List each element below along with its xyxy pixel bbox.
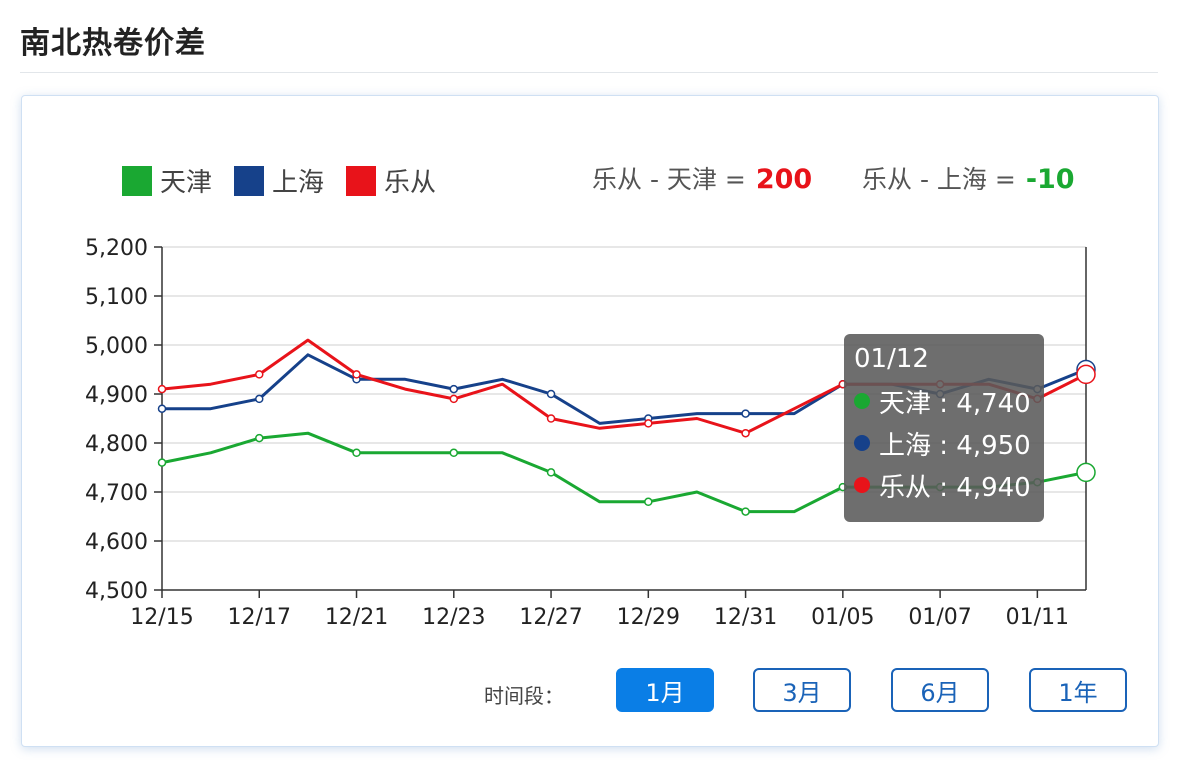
period-button-1m[interactable]: 1月 bbox=[616, 668, 714, 712]
legend-swatch-lecong bbox=[346, 165, 377, 196]
x-tick-label: 12/23 bbox=[422, 605, 485, 630]
data-point-2 bbox=[352, 370, 361, 379]
data-point-2 bbox=[644, 419, 653, 428]
tooltip-dot-tianjin bbox=[854, 393, 870, 409]
period-button-1y[interactable]: 1年 bbox=[1029, 668, 1127, 712]
legend-swatch-shanghai bbox=[234, 165, 265, 196]
legend-label-shanghai: 上海 bbox=[272, 168, 325, 198]
spread-label: 乐从 - 天津 = bbox=[592, 165, 746, 194]
x-tick-label: 01/05 bbox=[811, 605, 874, 630]
title-divider bbox=[20, 72, 1158, 73]
y-tick-label: 4,600 bbox=[85, 530, 148, 555]
y-tick-label: 4,900 bbox=[85, 383, 148, 408]
tooltip-row-tianjin: 天津 : 4,740 bbox=[854, 380, 1034, 422]
legend-item-tianjin[interactable]: 天津 bbox=[122, 162, 212, 199]
spread-label: 乐从 - 上海 = bbox=[862, 165, 1016, 194]
tooltip-row-shanghai: 上海 : 4,950 bbox=[854, 422, 1034, 464]
chart-tooltip: 01/12 天津 : 4,740 上海 : 4,950 乐从 : 4,940 bbox=[844, 334, 1044, 522]
data-point-0 bbox=[255, 433, 264, 443]
data-point-1 bbox=[255, 394, 264, 404]
legend-swatch-tianjin bbox=[122, 165, 152, 196]
data-point-0 bbox=[449, 448, 459, 458]
data-point-1 bbox=[546, 389, 556, 399]
y-tick-label: 5,000 bbox=[85, 334, 148, 359]
data-point-1 bbox=[741, 409, 750, 418]
page-title: 南北热卷价差 bbox=[20, 26, 206, 61]
data-point-0 bbox=[546, 468, 556, 477]
data-point-2 bbox=[741, 428, 750, 438]
y-tick-label: 4,800 bbox=[85, 432, 148, 457]
spread-lecong-shanghai: 乐从 - 上海 = -10 bbox=[862, 160, 1075, 196]
x-tick-label: 12/27 bbox=[519, 605, 582, 630]
x-tick-label: 12/31 bbox=[714, 605, 777, 630]
data-point-0 bbox=[741, 507, 750, 516]
data-point-1 bbox=[449, 384, 459, 394]
legend-item-shanghai[interactable]: 上海 bbox=[234, 162, 324, 199]
hover-point-2 bbox=[1076, 364, 1096, 385]
data-point-2 bbox=[255, 370, 264, 379]
data-point-0 bbox=[352, 448, 361, 458]
spread-value: -10 bbox=[1025, 164, 1075, 195]
period-label: 时间段： bbox=[484, 684, 564, 708]
x-tick-label: 01/07 bbox=[908, 605, 971, 630]
chart-card: 天津 上海 乐从 乐从 - 天津 = 200 乐从 - 上海 = -10 5,2… bbox=[21, 95, 1159, 747]
y-tick-label: 4,500 bbox=[85, 579, 148, 604]
legend-item-lecong[interactable]: 乐从 bbox=[346, 162, 436, 199]
period-button-3m[interactable]: 3月 bbox=[753, 668, 851, 712]
data-point-2 bbox=[157, 384, 167, 394]
spread-lecong-tianjin: 乐从 - 天津 = 200 bbox=[592, 160, 812, 196]
y-tick-label: 5,100 bbox=[85, 285, 148, 310]
tooltip-title: 01/12 bbox=[854, 344, 929, 374]
spread-value: 200 bbox=[755, 164, 813, 195]
tooltip-text-lecong: 乐从 : 4,940 bbox=[879, 472, 1031, 503]
legend-label-lecong: 乐从 bbox=[384, 168, 437, 198]
x-tick-label: 12/29 bbox=[617, 605, 680, 630]
x-tick-label: 12/17 bbox=[228, 605, 291, 630]
period-button-6m[interactable]: 6月 bbox=[891, 668, 989, 712]
hover-point-0 bbox=[1076, 462, 1096, 483]
y-tick-label: 5,200 bbox=[85, 236, 148, 261]
data-point-0 bbox=[157, 458, 167, 467]
legend-label-tianjin: 天津 bbox=[160, 168, 213, 198]
x-tick-label: 12/21 bbox=[325, 605, 388, 630]
tooltip-dot-lecong bbox=[854, 477, 870, 493]
x-tick-label: 12/15 bbox=[130, 605, 193, 630]
tooltip-row-lecong: 乐从 : 4,940 bbox=[854, 464, 1034, 506]
chart-legend: 天津 上海 乐从 bbox=[122, 162, 458, 199]
tooltip-dot-shanghai bbox=[854, 435, 870, 451]
data-point-0 bbox=[644, 497, 653, 507]
tooltip-text-shanghai: 上海 : 4,950 bbox=[879, 430, 1031, 461]
tooltip-text-tianjin: 天津 : 4,740 bbox=[879, 388, 1031, 419]
data-point-2 bbox=[449, 394, 459, 404]
y-tick-label: 4,700 bbox=[85, 481, 148, 506]
data-point-1 bbox=[157, 404, 167, 413]
data-point-2 bbox=[546, 414, 556, 423]
x-tick-label: 01/11 bbox=[1006, 605, 1069, 630]
